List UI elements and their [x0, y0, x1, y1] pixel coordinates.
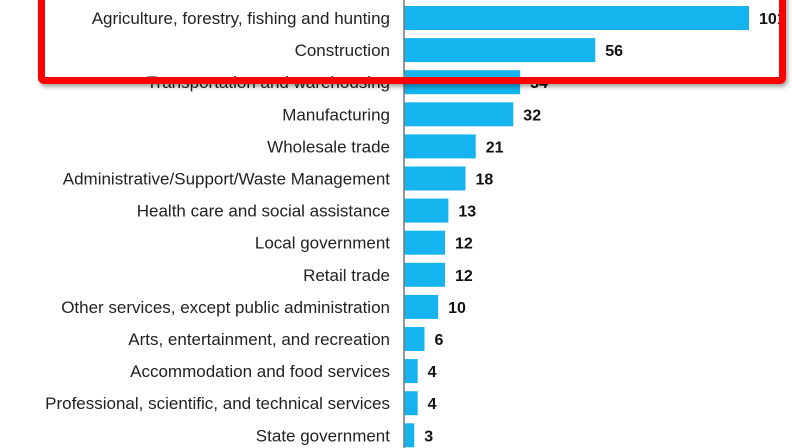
value-label: 6 — [434, 332, 443, 349]
bar — [404, 198, 449, 223]
bar — [404, 423, 415, 448]
bar — [404, 230, 445, 255]
category-label: State government — [256, 426, 390, 445]
value-label: 4 — [428, 396, 437, 413]
bar — [404, 262, 445, 287]
value-label: 56 — [605, 43, 623, 60]
value-label: 21 — [486, 139, 504, 156]
category-label: Construction — [295, 41, 390, 60]
category-label: Retail trade — [303, 266, 390, 285]
value-label: 12 — [455, 268, 473, 285]
category-label: Other services, except public administra… — [61, 298, 390, 317]
category-label: Wholesale trade — [267, 137, 390, 156]
category-labels: Agriculture, forestry, fishing and hunti… — [45, 9, 390, 445]
category-label: Manufacturing — [282, 105, 390, 124]
value-label: 4 — [428, 364, 437, 381]
value-label: 12 — [455, 236, 473, 253]
value-label: 34 — [530, 75, 548, 92]
value-label: 13 — [458, 204, 476, 221]
category-label: Administrative/Support/Waste Management — [63, 170, 391, 189]
value-label: 101 — [759, 11, 786, 28]
bar — [404, 327, 425, 351]
value-labels: 101 56 34 32 21 18 13 12 12 10 6 4 4 3 — [424, 11, 786, 445]
bar — [404, 294, 439, 319]
bar — [404, 102, 514, 127]
category-label: Accommodation and food services — [130, 362, 390, 381]
category-label: Arts, entertainment, and recreation — [128, 330, 390, 349]
bar — [404, 391, 418, 416]
bar — [404, 359, 418, 384]
value-label: 3 — [424, 428, 433, 445]
bar — [404, 6, 749, 30]
category-label: Health care and social assistance — [137, 202, 390, 221]
category-label: Transportation and warehousing — [147, 73, 390, 92]
category-label: Professional, scientific, and technical … — [45, 394, 390, 413]
bar — [404, 166, 466, 191]
bar — [404, 38, 596, 63]
category-label: Local government — [255, 234, 390, 253]
value-label: 10 — [448, 300, 466, 317]
bars — [404, 6, 749, 448]
bar — [404, 70, 521, 95]
value-label: 18 — [475, 172, 493, 189]
category-label: Agriculture, forestry, fishing and hunti… — [92, 9, 390, 28]
value-label: 32 — [523, 107, 541, 124]
bar — [404, 134, 476, 159]
